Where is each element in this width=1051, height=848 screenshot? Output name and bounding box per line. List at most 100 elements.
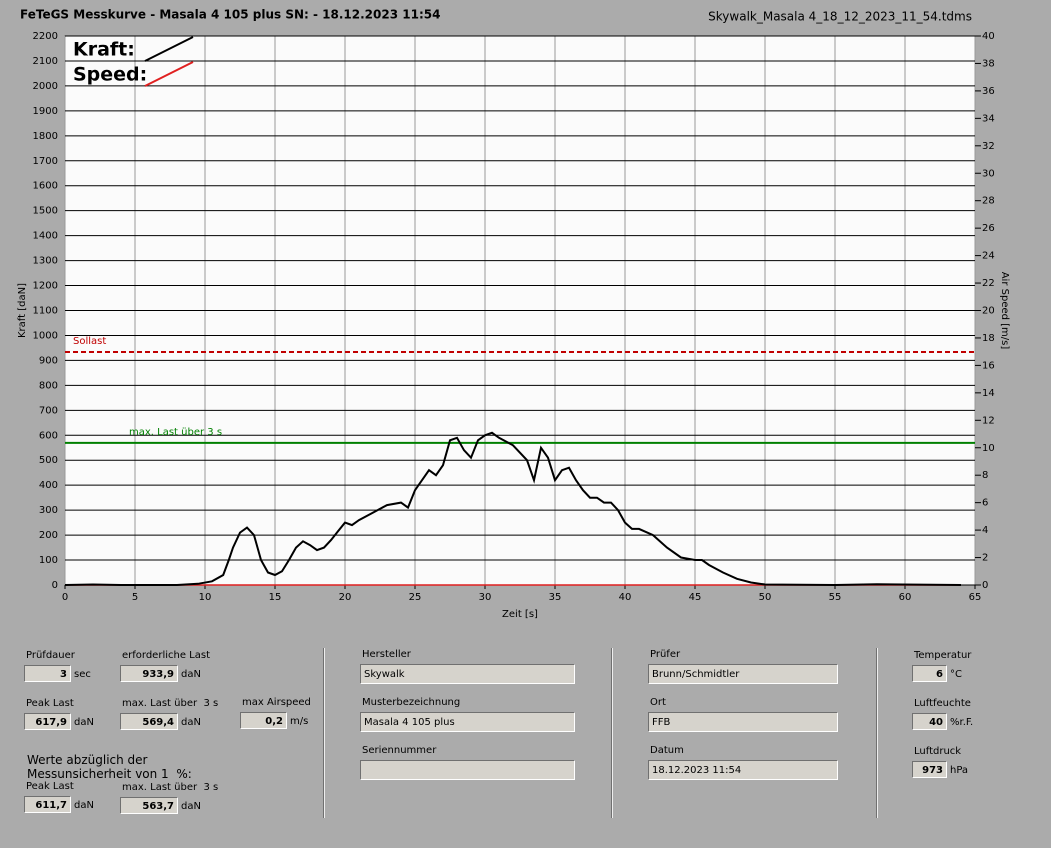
y-tick-label: 400 (39, 480, 58, 491)
y-tick-label: 300 (39, 505, 58, 516)
reference-label: max. Last über 3 s (129, 427, 222, 438)
x-tick-label: 55 (829, 592, 842, 603)
field-unit: daN (181, 717, 201, 728)
y-tick-label: 0 (52, 580, 58, 591)
y2-tick-label: 26 (982, 223, 995, 234)
y-tick-label: 200 (39, 530, 58, 541)
field-label: Ort (650, 697, 666, 708)
note: Werte abzüglich der (27, 753, 148, 767)
y-tick-label: 1900 (33, 106, 58, 117)
y2-tick-label: 34 (982, 113, 995, 124)
field-unit: daN (181, 669, 201, 680)
y-tick-label: 800 (39, 380, 58, 391)
x-tick-label: 45 (689, 592, 702, 603)
field-unit: daN (181, 801, 201, 812)
field-unit: sec (74, 669, 91, 680)
field-label: Peak Last (26, 781, 74, 792)
y2-tick-label: 28 (982, 196, 995, 207)
x-tick-label: 35 (549, 592, 562, 603)
field-unit: °C (950, 669, 962, 680)
field-label: Luftdruck (914, 746, 962, 757)
x-tick-label: 60 (899, 592, 912, 603)
y-tick-label: 700 (39, 405, 58, 416)
field-value: Masala 4 105 plus (360, 712, 575, 732)
y2-tick-label: 40 (982, 31, 995, 42)
y2-tick-label: 12 (982, 415, 995, 426)
y2-tick-label: 18 (982, 333, 995, 344)
y2-tick-label: 32 (982, 141, 995, 152)
y-tick-label: 1400 (33, 231, 58, 242)
field-label: Prüfer (650, 649, 681, 660)
y-tick-label: 1300 (33, 256, 58, 267)
data-line (64, 431, 962, 587)
field-value: 40 (912, 713, 947, 730)
field-label: max. Last über 3 s (122, 698, 219, 709)
field-label: erforderliche Last (122, 650, 211, 661)
field-label: Musterbezeichnung (362, 697, 461, 708)
field-label: Seriennummer (362, 745, 437, 756)
y-tick-label: 500 (39, 455, 58, 466)
field-label: Temperatur (914, 650, 972, 661)
field-unit: hPa (950, 765, 969, 776)
field-value: 563,7 (120, 797, 178, 814)
x-tick-label: 65 (969, 592, 982, 603)
file-name: Skywalk_Masala 4_18_12_2023_11_54.tdms (708, 10, 972, 24)
y2-tick-label: 14 (982, 388, 995, 399)
chart-title: FeTeGS Messkurve - Masala 4 105 plus SN:… (20, 8, 440, 22)
separator (876, 648, 878, 818)
y2-tick-label: 2 (982, 553, 988, 564)
chart: FeTeGS Messkurve - Masala 4 105 plus SN:… (17, 8, 1010, 621)
field-unit: %r.F. (950, 717, 974, 728)
field-label: max Airspeed (242, 697, 311, 708)
field-label: Datum (650, 745, 684, 756)
x-tick-label: 5 (132, 592, 138, 603)
field-value: 617,9 (24, 713, 71, 730)
field-value: 569,4 (120, 713, 178, 730)
field-value: FFB (648, 712, 838, 732)
legend-swatch (144, 36, 194, 62)
field-unit: daN (74, 717, 94, 728)
x-tick-label: 20 (339, 592, 352, 603)
separator (323, 648, 325, 818)
field-label: max. Last über 3 s (122, 782, 219, 793)
y2-tick-label: 22 (982, 278, 995, 289)
y2-tick-label: 20 (982, 306, 995, 317)
field-value: 6 (912, 665, 947, 682)
legend-swatch (144, 61, 194, 87)
x-tick-label: 30 (479, 592, 492, 603)
note: Messunsicherheit von 1 %: (27, 767, 192, 781)
y-tick-label: 900 (39, 355, 58, 366)
field-label: Peak Last (26, 698, 74, 709)
y-tick-label: 600 (39, 430, 58, 441)
field-value: Brunn/Schmidtler (648, 664, 838, 684)
y-tick-label: 1200 (33, 281, 58, 292)
y-axis-label: Kraft [daN] (17, 283, 28, 338)
x-tick-label: 10 (199, 592, 212, 603)
separator (611, 648, 613, 818)
y-tick-label: 1800 (33, 131, 58, 142)
y2-tick-label: 8 (982, 470, 988, 481)
y-tick-label: 1700 (33, 156, 58, 167)
reference-label: Sollast (73, 336, 106, 347)
y2-tick-label: 0 (982, 580, 988, 591)
field-unit: m/s (290, 716, 309, 727)
y-tick-label: 1600 (33, 181, 58, 192)
legend-label: Kraft: (73, 39, 135, 61)
field-label: Hersteller (362, 649, 411, 660)
field-value: 611,7 (24, 796, 71, 813)
field-unit: daN (74, 800, 94, 811)
x-axis-label: Zeit [s] (502, 609, 538, 620)
y2-tick-label: 36 (982, 86, 995, 97)
y2-tick-label: 4 (982, 525, 988, 536)
legend-label: Speed: (73, 64, 147, 86)
x-tick-label: 0 (62, 592, 68, 603)
y2-tick-label: 10 (982, 443, 995, 454)
field-value: Skywalk (360, 664, 575, 684)
x-tick-label: 15 (269, 592, 282, 603)
x-tick-label: 25 (409, 592, 422, 603)
x-tick-label: 40 (619, 592, 632, 603)
field-value: 933,9 (120, 665, 178, 682)
y-tick-label: 2100 (33, 56, 58, 67)
y-tick-label: 2200 (33, 31, 58, 42)
